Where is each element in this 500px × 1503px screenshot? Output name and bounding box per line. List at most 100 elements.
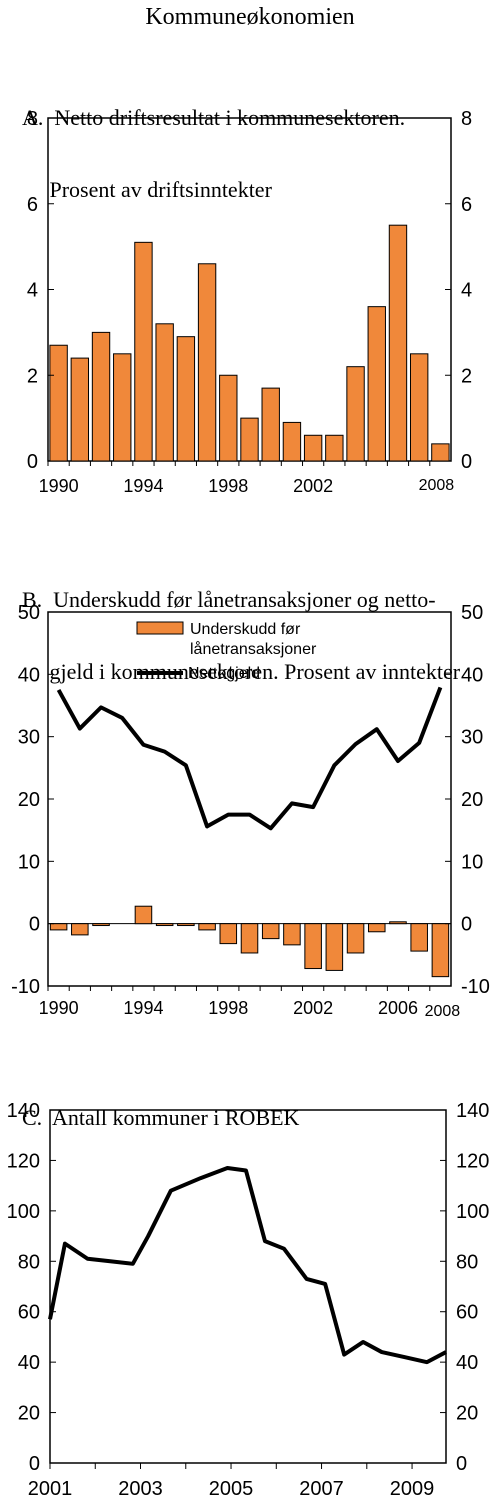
- bar-2004: [346, 923, 365, 954]
- x-tick-label-2005: 2005: [209, 1478, 254, 1500]
- y-tick-label-left-4: 4: [27, 280, 38, 302]
- bar-1992: [92, 923, 110, 927]
- y-tick-label-right-20: 20: [461, 789, 483, 811]
- y-tick-label-left-120: 120: [7, 1150, 40, 1172]
- x-tick-label-1998: 1998: [208, 476, 248, 496]
- bar-1992: [91, 331, 111, 462]
- chart-b: -10 -10 0 0 10 10 20 20 30 30 40 40 50 50 1990 1994 1998…: [11, 602, 490, 1020]
- chart-a-title-line-2: Prosent av driftsinntekter: [22, 177, 272, 202]
- x-tick-label-2008: 2008: [419, 477, 455, 494]
- plot-frame: [49, 1109, 447, 1464]
- y-tick-label-right-60: 60: [456, 1302, 478, 1324]
- legend-label-bar-line-1: Underskudd før: [190, 621, 301, 638]
- bar-1993: [113, 353, 132, 462]
- y-tick-label-left-10: 10: [18, 851, 40, 873]
- bar-2002: [303, 434, 323, 462]
- y-tick-label-right-10: 10: [461, 851, 483, 873]
- chart-a: 0 0 2 2 4 4 6 6 8 8 1990 1994 1998 2002 2008: [27, 108, 472, 496]
- bar-1999: [240, 923, 259, 954]
- y-tick-label-right-140: 140: [456, 1100, 489, 1122]
- legend-label-bar-line-2: lånetransaksjoner: [190, 640, 317, 658]
- y-tick-label-left--10: -10: [11, 976, 40, 998]
- y-tick-label-left-0: 0: [29, 914, 40, 936]
- y-tick-label-left-8: 8: [27, 108, 38, 130]
- y-tick-label-left-60: 60: [18, 1302, 40, 1324]
- bar-1997: [198, 923, 216, 931]
- bar-1995: [155, 323, 174, 462]
- bar-2007: [409, 353, 429, 462]
- y-tick-label-right--10: -10: [461, 976, 490, 998]
- bar-2008: [431, 923, 450, 978]
- chart-b-title-line-1: B. Underskudd før lånetransaksjoner og n…: [22, 587, 436, 612]
- bar-1994: [134, 905, 153, 925]
- y-tick-label-right-120: 120: [456, 1150, 489, 1172]
- bar-2008: [431, 443, 450, 462]
- bar-1999: [240, 417, 259, 462]
- x-tick-label-2002: 2002: [293, 998, 333, 1018]
- bar-2007: [410, 923, 428, 952]
- y-tick-label-right-20: 20: [456, 1403, 478, 1425]
- x-tick-label-2006: 2006: [378, 998, 418, 1018]
- bar-1995: [155, 923, 174, 927]
- bar-1996: [177, 923, 195, 927]
- y-tick-label-left-0: 0: [29, 1453, 40, 1475]
- y-tick-label-left-100: 100: [7, 1201, 40, 1223]
- bar-2006: [388, 224, 408, 462]
- chart-b-title: B. Underskudd før lånetransaksjoner og n…: [22, 540, 460, 708]
- y-tick-label-left-20: 20: [18, 1403, 40, 1425]
- bar-2004: [346, 366, 365, 462]
- bar-2001: [283, 923, 301, 946]
- bar-1997: [197, 263, 217, 462]
- x-tick-label-1990: 1990: [39, 476, 79, 496]
- bar-2003: [325, 434, 344, 462]
- y-tick-label-right-0: 0: [461, 451, 472, 473]
- bar-1994: [134, 241, 153, 462]
- y-tick-label-left-140: 140: [7, 1100, 40, 1122]
- x-tick-label-2008: 2008: [425, 1003, 461, 1020]
- y-tick-label-right-50: 50: [461, 602, 483, 624]
- y-tick-label-right-0: 0: [461, 914, 472, 936]
- chart-b-title-line-2: gjeld i kommunesektoren. Prosent av innt…: [22, 659, 461, 684]
- bar-1991: [71, 923, 89, 936]
- x-tick-label-2002: 2002: [293, 476, 333, 496]
- y-tick-label-right-40: 40: [461, 664, 483, 686]
- page-title: Kommuneøkonomien: [145, 4, 355, 30]
- y-tick-label-left-0: 0: [27, 451, 38, 473]
- x-tick-label-1990: 1990: [39, 998, 79, 1018]
- y-tick-label-left-6: 6: [27, 194, 38, 216]
- x-tick-label-2009: 2009: [390, 1478, 435, 1500]
- bar-1990: [49, 344, 68, 462]
- line-robek: [48, 1165, 447, 1365]
- bar-2005: [367, 306, 386, 462]
- legend-label-line: Nettogjeld: [188, 665, 260, 682]
- bar-1996: [176, 336, 196, 462]
- bar-1998: [219, 923, 238, 945]
- y-tick-label-right-30: 30: [461, 727, 483, 749]
- y-tick-label-right-80: 80: [456, 1251, 478, 1273]
- x-tick-label-1994: 1994: [123, 476, 163, 496]
- bar-2003: [325, 923, 344, 971]
- y-tick-label-right-0: 0: [456, 1453, 467, 1475]
- y-tick-label-left-40: 40: [18, 1352, 40, 1374]
- bar-2000: [261, 387, 280, 462]
- y-tick-label-right-2: 2: [461, 365, 472, 387]
- y-tick-label-left-20: 20: [18, 789, 40, 811]
- y-tick-label-right-40: 40: [456, 1352, 478, 1374]
- y-tick-label-left-80: 80: [18, 1251, 40, 1273]
- y-tick-label-left-40: 40: [18, 664, 40, 686]
- bar-2002: [304, 923, 322, 970]
- y-tick-label-right-4: 4: [461, 280, 472, 302]
- y-tick-label-right-100: 100: [456, 1201, 489, 1223]
- bar-1998: [219, 374, 238, 462]
- bar-1990: [49, 923, 68, 931]
- x-tick-label-1998: 1998: [208, 998, 248, 1018]
- y-tick-label-left-2: 2: [27, 365, 38, 387]
- x-tick-label-2001: 2001: [28, 1478, 73, 1500]
- y-tick-label-left-30: 30: [18, 727, 40, 749]
- bar-2001: [282, 421, 302, 462]
- y-tick-label-right-8: 8: [461, 108, 472, 130]
- y-tick-label-right-6: 6: [461, 194, 472, 216]
- bar-2006: [389, 921, 407, 925]
- x-tick-label-1994: 1994: [123, 998, 163, 1018]
